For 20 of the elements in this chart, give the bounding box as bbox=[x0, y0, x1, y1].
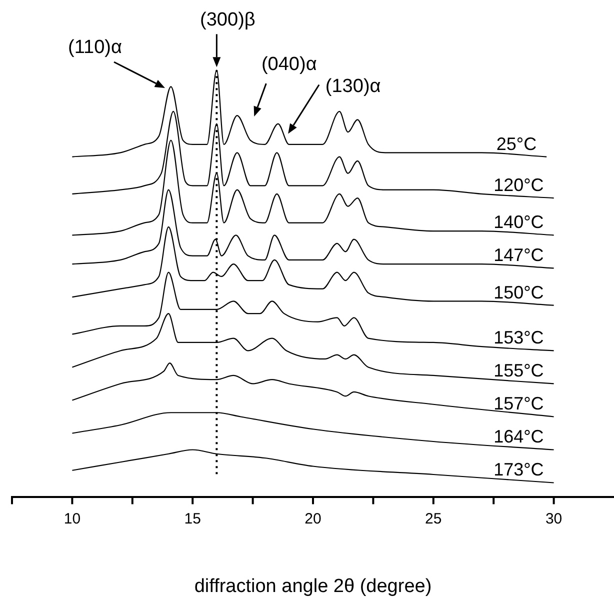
series-label: 150°C bbox=[494, 282, 544, 302]
series-label: 120°C bbox=[494, 175, 544, 196]
series-label: 147°C bbox=[494, 245, 544, 266]
x-tick-label: 10 bbox=[64, 510, 81, 528]
series-label: 155°C bbox=[494, 360, 544, 381]
x-tick-label: 15 bbox=[184, 510, 201, 528]
series-label: 164°C bbox=[494, 426, 544, 447]
x-tick-label: 25 bbox=[425, 510, 442, 528]
text: (110)α bbox=[68, 37, 122, 58]
annotation: (130)α bbox=[325, 76, 381, 98]
x-tick-label: 30 bbox=[545, 510, 562, 528]
x-tick-label: 20 bbox=[304, 510, 322, 528]
annotation: (300)β bbox=[200, 9, 256, 30]
annotation: (040)α bbox=[261, 54, 317, 75]
series-label: 173°C bbox=[494, 460, 544, 480]
series-label: 140°C bbox=[494, 212, 544, 232]
series-label: 157°C bbox=[494, 394, 544, 414]
series-label: 153°C bbox=[494, 328, 544, 348]
x-axis-title: diffraction angle 2θ (degree) bbox=[194, 576, 432, 597]
series-label: 25°C bbox=[496, 134, 537, 154]
